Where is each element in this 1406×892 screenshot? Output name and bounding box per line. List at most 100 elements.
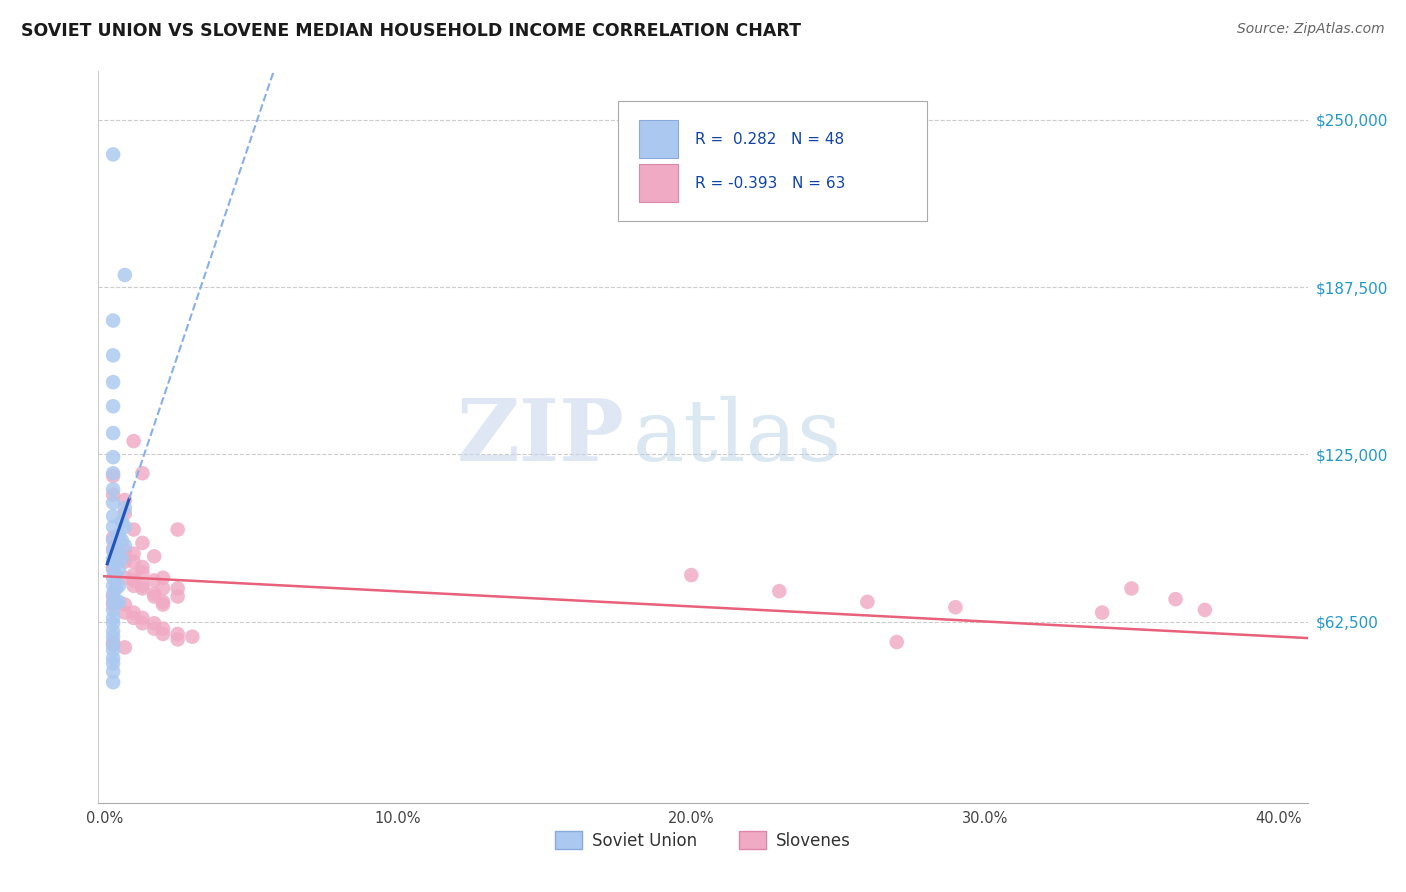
Point bbox=[152, 598, 174, 612]
Point bbox=[166, 627, 188, 641]
Point bbox=[111, 552, 134, 566]
Point bbox=[945, 600, 967, 615]
Point bbox=[105, 595, 128, 609]
Point bbox=[1091, 606, 1114, 620]
Point bbox=[101, 630, 124, 644]
Point bbox=[101, 552, 124, 566]
Point bbox=[114, 501, 136, 516]
Point bbox=[122, 523, 145, 537]
Point bbox=[101, 638, 124, 652]
Point bbox=[101, 657, 124, 671]
Point bbox=[111, 515, 134, 529]
Point bbox=[105, 568, 128, 582]
Point bbox=[122, 555, 145, 569]
Point bbox=[152, 582, 174, 596]
Point bbox=[143, 590, 166, 604]
Point bbox=[101, 496, 124, 510]
Point bbox=[122, 606, 145, 620]
Point bbox=[101, 348, 124, 362]
Point bbox=[101, 563, 124, 577]
Text: R =  0.282   N = 48: R = 0.282 N = 48 bbox=[695, 132, 844, 147]
Point bbox=[101, 560, 124, 574]
Point bbox=[143, 549, 166, 564]
Point bbox=[131, 616, 153, 631]
Point bbox=[101, 541, 124, 556]
Point bbox=[114, 555, 136, 569]
Point bbox=[108, 528, 131, 542]
Point bbox=[108, 579, 131, 593]
Point bbox=[101, 665, 124, 679]
Point bbox=[1121, 582, 1143, 596]
Point bbox=[114, 268, 136, 282]
Bar bbox=[638, 164, 678, 202]
Point bbox=[143, 622, 166, 636]
Point bbox=[131, 536, 153, 550]
Point bbox=[101, 616, 124, 631]
Point bbox=[108, 595, 131, 609]
Point bbox=[122, 568, 145, 582]
Point bbox=[114, 493, 136, 508]
Point bbox=[101, 399, 124, 413]
Point bbox=[101, 488, 124, 502]
Point bbox=[114, 507, 136, 521]
Point bbox=[114, 571, 136, 585]
Point bbox=[101, 531, 124, 545]
Point bbox=[108, 563, 131, 577]
Point bbox=[114, 598, 136, 612]
Point bbox=[131, 560, 153, 574]
Point bbox=[101, 450, 124, 465]
Point bbox=[131, 582, 153, 596]
Point bbox=[105, 541, 128, 556]
Point bbox=[152, 622, 174, 636]
Point bbox=[114, 544, 136, 558]
Text: ZIP: ZIP bbox=[457, 395, 624, 479]
Point bbox=[681, 568, 703, 582]
Point bbox=[105, 582, 128, 596]
Point bbox=[101, 651, 124, 665]
Point bbox=[101, 467, 124, 481]
Point bbox=[101, 425, 124, 440]
Point bbox=[101, 509, 124, 524]
Point bbox=[1164, 592, 1187, 607]
Point bbox=[105, 555, 128, 569]
Point bbox=[856, 595, 879, 609]
Point bbox=[101, 533, 124, 548]
Point bbox=[101, 675, 124, 690]
Point bbox=[101, 587, 124, 601]
Point bbox=[143, 616, 166, 631]
Point bbox=[122, 434, 145, 449]
Point bbox=[166, 590, 188, 604]
Point bbox=[114, 640, 136, 655]
Point bbox=[101, 571, 124, 585]
Point bbox=[101, 579, 124, 593]
Point bbox=[101, 643, 124, 657]
Point bbox=[101, 635, 124, 649]
Point bbox=[108, 547, 131, 561]
Point bbox=[101, 313, 124, 327]
Point bbox=[114, 539, 136, 553]
Point bbox=[181, 630, 204, 644]
Point bbox=[101, 611, 124, 625]
Point bbox=[122, 574, 145, 588]
Text: R = -0.393   N = 63: R = -0.393 N = 63 bbox=[695, 176, 845, 191]
Point bbox=[122, 547, 145, 561]
Point bbox=[101, 469, 124, 483]
Point bbox=[101, 638, 124, 652]
Point bbox=[101, 375, 124, 389]
Point bbox=[111, 533, 134, 548]
Point bbox=[152, 595, 174, 609]
Point bbox=[101, 590, 124, 604]
Point bbox=[166, 582, 188, 596]
Point bbox=[131, 611, 153, 625]
Point bbox=[152, 571, 174, 585]
Point bbox=[131, 467, 153, 481]
Point bbox=[114, 520, 136, 534]
Point bbox=[101, 624, 124, 639]
Point bbox=[1194, 603, 1216, 617]
Text: SOVIET UNION VS SLOVENE MEDIAN HOUSEHOLD INCOME CORRELATION CHART: SOVIET UNION VS SLOVENE MEDIAN HOUSEHOLD… bbox=[21, 22, 801, 40]
Point bbox=[166, 523, 188, 537]
Text: Source: ZipAtlas.com: Source: ZipAtlas.com bbox=[1237, 22, 1385, 37]
Point bbox=[114, 606, 136, 620]
Point bbox=[101, 147, 124, 161]
Point bbox=[152, 627, 174, 641]
